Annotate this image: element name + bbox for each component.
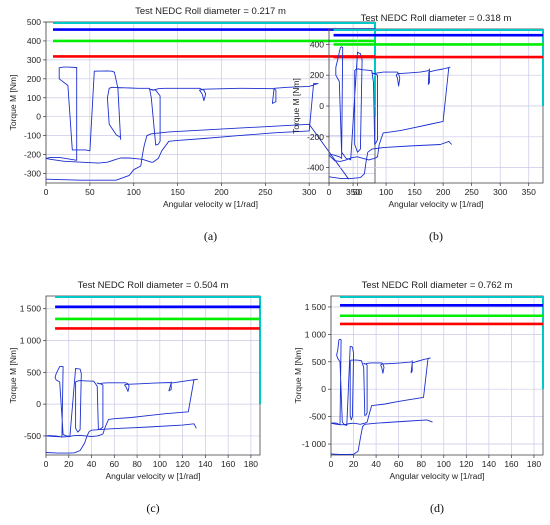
y-tick-label: -200 bbox=[24, 150, 41, 160]
y-tick-label: 1 500 bbox=[305, 302, 327, 312]
y-tick-label: -500 bbox=[309, 412, 326, 422]
y-axis-label: Torque M [Nm] bbox=[291, 78, 301, 134]
y-tick-label: -100 bbox=[24, 131, 41, 141]
subfigure-caption: (b) bbox=[429, 229, 443, 243]
chart-title: Test NEDC Roll diameter = 0.504 m bbox=[78, 280, 229, 291]
data-series-line bbox=[45, 365, 198, 438]
subfigure-caption: (c) bbox=[146, 501, 159, 515]
x-tick-label: 0 bbox=[327, 187, 332, 197]
x-tick-label: 160 bbox=[504, 459, 518, 469]
chart-panel-3: Test NEDC Roll diameter = 0.504 m 0 20 40 60… bbox=[8, 280, 261, 515]
x-tick-label: 120 bbox=[459, 459, 473, 469]
plot-frame bbox=[45, 21, 376, 184]
y-tick-label: 100 bbox=[27, 93, 41, 103]
x-tick-label: 250 bbox=[258, 187, 272, 197]
y-tick-label: -300 bbox=[24, 169, 41, 179]
data-series-line bbox=[45, 123, 350, 181]
x-tick-label: 200 bbox=[214, 187, 228, 197]
data-series-line bbox=[330, 338, 431, 426]
x-tick-label: 60 bbox=[110, 459, 120, 469]
limit-box bbox=[55, 296, 261, 405]
y-tick-label: 400 bbox=[27, 36, 41, 46]
chart-title: Test NEDC Roll diameter = 0.217 m bbox=[135, 6, 286, 17]
x-tick-label: 20 bbox=[64, 459, 74, 469]
limit-box bbox=[340, 296, 544, 390]
x-tick-label: 0 bbox=[329, 459, 334, 469]
x-tick-label: 40 bbox=[371, 459, 381, 469]
x-tick-label: 300 bbox=[493, 187, 507, 197]
data-series-line bbox=[330, 419, 433, 455]
x-axis-label: Angular velocity w [1/rad] bbox=[389, 199, 484, 209]
y-tick-label: 0 bbox=[36, 112, 41, 122]
y-tick-label: 1 000 bbox=[305, 329, 327, 339]
y-tick-label: 500 bbox=[27, 367, 41, 377]
y-tick-label: 1 500 bbox=[20, 304, 42, 314]
y-tick-label: 1 000 bbox=[20, 336, 42, 346]
y-tick-label: -400 bbox=[307, 163, 324, 173]
chart-panel-2: Test NEDC Roll diameter = 0.318 m 0 50 100 1… bbox=[291, 13, 544, 243]
y-tick-label: 200 bbox=[27, 74, 41, 84]
limit-box bbox=[333, 29, 544, 106]
x-tick-label: 300 bbox=[302, 187, 316, 197]
y-tick-label: -1 000 bbox=[302, 439, 326, 449]
x-tick-label: 150 bbox=[171, 187, 185, 197]
x-tick-label: 50 bbox=[85, 187, 95, 197]
y-axis-label: Torque M [Nm] bbox=[293, 348, 303, 404]
data-series-line bbox=[45, 423, 197, 454]
y-tick-label: 0 bbox=[321, 384, 326, 394]
x-tick-label: 100 bbox=[437, 459, 451, 469]
limit-box bbox=[53, 22, 376, 117]
x-axis-label: Angular velocity w [1/rad] bbox=[106, 471, 201, 481]
x-tick-label: 250 bbox=[465, 187, 479, 197]
chart-panel-1: Test NEDC Roll diameter = 0.217 m 0 50 100 1… bbox=[8, 6, 376, 243]
data-series-line bbox=[45, 66, 319, 164]
y-tick-label: 300 bbox=[27, 55, 41, 65]
y-tick-label: -500 bbox=[24, 431, 41, 441]
y-tick-label: 400 bbox=[310, 39, 324, 49]
x-tick-label: 120 bbox=[176, 459, 190, 469]
y-tick-label: -200 bbox=[307, 132, 324, 142]
x-tick-label: 100 bbox=[153, 459, 167, 469]
x-tick-label: 140 bbox=[198, 459, 212, 469]
y-tick-label: 200 bbox=[310, 70, 324, 80]
x-tick-label: 350 bbox=[346, 187, 360, 197]
x-axis-label: Angular velocity w [1/rad] bbox=[163, 199, 258, 209]
y-axis-label: Torque M [Nm] bbox=[8, 348, 18, 404]
y-tick-label: 500 bbox=[27, 17, 41, 27]
x-tick-label: 150 bbox=[408, 187, 422, 197]
x-tick-label: 0 bbox=[44, 459, 49, 469]
subfigure-caption: (a) bbox=[204, 229, 217, 243]
x-tick-label: 180 bbox=[244, 459, 258, 469]
x-tick-label: 100 bbox=[127, 187, 141, 197]
x-tick-label: 100 bbox=[379, 187, 393, 197]
y-tick-label: 0 bbox=[36, 399, 41, 409]
x-tick-label: 0 bbox=[44, 187, 49, 197]
x-tick-label: 140 bbox=[482, 459, 496, 469]
chart-title: Test NEDC Roll diameter = 0.318 m bbox=[361, 13, 512, 24]
x-tick-label: 50 bbox=[353, 187, 363, 197]
x-tick-label: 20 bbox=[349, 459, 359, 469]
x-tick-label: 80 bbox=[416, 459, 426, 469]
data-series-line bbox=[328, 140, 453, 179]
x-tick-label: 40 bbox=[87, 459, 97, 469]
x-tick-label: 80 bbox=[132, 459, 142, 469]
x-axis-label: Angular velocity w [1/rad] bbox=[390, 471, 485, 481]
data-series-line bbox=[328, 46, 451, 162]
y-axis-label: Torque M [Nm] bbox=[8, 75, 18, 131]
x-tick-label: 60 bbox=[394, 459, 404, 469]
x-tick-label: 200 bbox=[436, 187, 450, 197]
y-tick-label: 500 bbox=[312, 357, 326, 367]
chart-panel-4: Test NEDC Roll diameter = 0.762 m 0 20 40 60… bbox=[293, 280, 544, 515]
subfigure-caption: (d) bbox=[430, 501, 444, 515]
x-tick-label: 160 bbox=[221, 459, 235, 469]
y-tick-label: 0 bbox=[319, 101, 324, 111]
x-tick-label: 350 bbox=[522, 187, 536, 197]
x-tick-label: 180 bbox=[527, 459, 541, 469]
chart-title: Test NEDC Roll diameter = 0.762 m bbox=[362, 280, 513, 291]
